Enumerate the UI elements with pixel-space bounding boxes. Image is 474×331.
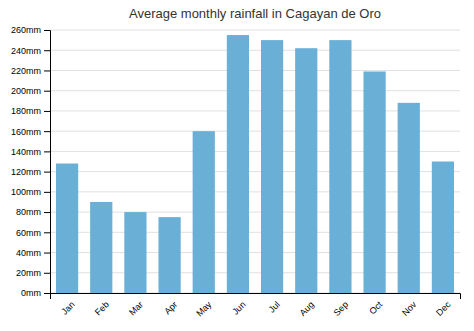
bar	[193, 131, 215, 293]
bar	[329, 40, 351, 293]
bar	[124, 212, 146, 293]
grid-line	[50, 30, 460, 31]
tick-label: 260mm	[11, 25, 41, 35]
tick-label: 240mm	[11, 46, 41, 56]
x-tick: Mar	[127, 299, 145, 317]
y-tick: 240mm	[11, 46, 50, 56]
x-tick: Oct	[367, 299, 384, 316]
tick-label: 200mm	[11, 86, 41, 96]
tick-label: Feb	[93, 299, 111, 317]
tick-label: 100mm	[11, 187, 41, 197]
tick-label: Jan	[59, 299, 76, 316]
tick-mark	[44, 151, 50, 152]
y-tick: 260mm	[11, 25, 50, 35]
tick-mark	[44, 293, 50, 294]
y-tick: 80mm	[16, 207, 50, 217]
tick-label: Jun	[230, 299, 247, 316]
tick-mark	[44, 212, 50, 213]
y-tick: 0mm	[21, 288, 50, 298]
plot: 0mm 20mm 40mm 60mm 80mm 100mm 120mm 140mm 160mm 1…	[11, 25, 461, 318]
y-tick: 200mm	[11, 86, 50, 96]
y-tick: 160mm	[11, 127, 50, 137]
bar	[56, 164, 78, 293]
tick-label: 160mm	[11, 127, 41, 137]
y-tick: 40mm	[16, 248, 50, 258]
bar	[227, 35, 249, 293]
y-tick: 100mm	[11, 187, 50, 197]
x-tick: Feb	[93, 299, 111, 317]
tick-label: Dec	[434, 299, 453, 318]
y-tick: 20mm	[16, 268, 50, 278]
tick-mark	[44, 70, 50, 71]
y-tick: 180mm	[11, 106, 50, 116]
y-tick: 120mm	[11, 167, 50, 177]
tick-label: 120mm	[11, 167, 41, 177]
x-tick: Sep	[332, 299, 350, 317]
bars	[56, 35, 454, 293]
x-tick: May	[194, 299, 213, 318]
x-tick: Aug	[298, 299, 316, 317]
x-tick: Nov	[400, 299, 419, 318]
bar	[295, 48, 317, 293]
tick-mark	[44, 192, 50, 193]
tick-label: 20mm	[16, 268, 41, 278]
grid-line	[50, 50, 460, 51]
x-tick: Apr	[162, 299, 179, 316]
y-tick: 140mm	[11, 147, 50, 157]
y-tick: 220mm	[11, 66, 50, 76]
chart: 0mm 20mm 40mm 60mm 80mm 100mm 120mm 140mm 160mm 1…	[0, 0, 474, 331]
tick-mark	[44, 30, 50, 31]
tick-label: Nov	[400, 299, 419, 318]
x-tick: Jul	[267, 299, 282, 314]
grid-line	[50, 90, 460, 91]
tick-label: 0mm	[21, 288, 41, 298]
tick-label: Apr	[162, 299, 179, 316]
tick-mark	[44, 131, 50, 132]
bar	[363, 71, 385, 293]
tick-mark	[44, 91, 50, 92]
bar	[158, 217, 180, 293]
bar	[90, 202, 112, 293]
tick-label: Oct	[367, 299, 384, 316]
tick-label: 180mm	[11, 106, 41, 116]
bar	[261, 40, 283, 293]
tick-mark	[44, 253, 50, 254]
x-tick: Jun	[230, 299, 247, 316]
grid-line	[50, 70, 460, 71]
axis-line	[44, 31, 51, 294]
tick-label: Aug	[298, 299, 316, 317]
tick-label: 40mm	[16, 248, 41, 258]
tick-mark	[44, 232, 50, 233]
tick-label: Sep	[332, 299, 350, 317]
x-axis: Jan Feb Mar Apr May Jun Jul Aug Sep Oct Nov Dec	[51, 294, 461, 319]
bar	[432, 162, 454, 294]
tick-label: 80mm	[16, 207, 41, 217]
title: Average monthly rainfall in Cagayan de O…	[129, 6, 381, 21]
tick-mark	[44, 50, 50, 51]
x-tick: Dec	[434, 299, 453, 318]
tick-label: 60mm	[16, 228, 41, 238]
tick-label: May	[194, 299, 213, 318]
grid	[50, 30, 460, 293]
tick-label: 220mm	[11, 66, 41, 76]
y-tick: 60mm	[16, 228, 50, 238]
y-axis: 0mm 20mm 40mm 60mm 80mm 100mm 120mm 140mm 160mm 1…	[11, 25, 51, 298]
tick-mark	[44, 111, 50, 112]
tick-mark	[44, 273, 50, 274]
tick-mark	[44, 172, 50, 173]
tick-label: Mar	[127, 299, 145, 317]
tick-label: 140mm	[11, 147, 41, 157]
x-tick: Jan	[59, 299, 76, 316]
bar	[398, 103, 420, 293]
axis-line	[51, 294, 461, 300]
tick-label: Jul	[267, 299, 282, 314]
